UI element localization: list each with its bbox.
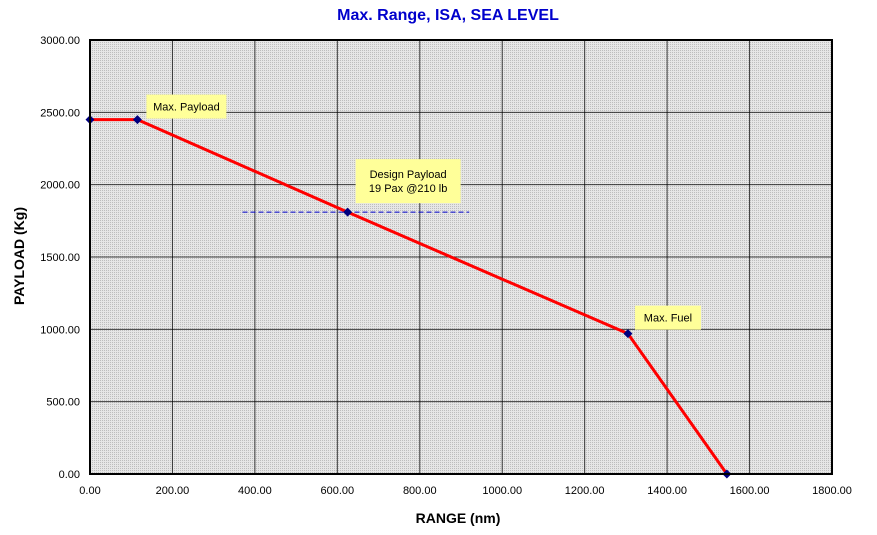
x-tick-labels: 0.00 200.00 400.00 600.00 800.00 1000.00 1200.…: [79, 485, 852, 497]
x-tick-label: 600.00: [321, 485, 355, 497]
x-tick-label: 1400.00: [647, 485, 687, 497]
x-tick-label: 1800.00: [812, 485, 852, 497]
x-tick-label: 800.00: [403, 485, 437, 497]
plot-border: [89, 39, 833, 475]
x-tick-label: 200.00: [156, 485, 190, 497]
y-tick-label: 2500.00: [40, 107, 80, 119]
x-axis-label: RANGE (nm): [416, 510, 501, 526]
annotation-box: [634, 305, 701, 330]
annotation-layer: Max. Payload Design Payload 19 Pax @210 lb…: [146, 94, 701, 330]
annotation-label: 19 Pax @210 lb: [369, 183, 447, 195]
y-axis-label: PAYLOAD (Kg): [11, 207, 27, 305]
x-tick-label: 1200.00: [565, 485, 605, 497]
y-tick-label: 0.00: [59, 469, 80, 481]
y-tick-label: 1500.00: [40, 252, 80, 264]
annotation-box: [146, 94, 227, 119]
data-point-marker: [623, 329, 633, 339]
x-tick-label: 400.00: [238, 485, 272, 497]
annotation-label: Max. Payload: [153, 102, 220, 114]
y-tick-label: 500.00: [46, 397, 80, 409]
x-tick-label: 0.00: [79, 485, 100, 497]
y-tick-label: 1000.00: [40, 324, 80, 336]
data-point-marker: [343, 207, 353, 217]
annotation-label: Max. Fuel: [644, 313, 692, 325]
y-tick-label: 2000.00: [40, 180, 80, 192]
y-tick-label: 3000.00: [40, 35, 80, 47]
x-tick-label: 1600.00: [730, 485, 770, 497]
annotation-label: Design Payload: [370, 169, 447, 181]
annotation-box: [355, 159, 461, 204]
x-tick-label: 1000.00: [482, 485, 522, 497]
y-tick-labels: 0.00 500.00 1000.00 1500.00 2000.00 2500.00 30…: [40, 35, 80, 481]
chart-title: Max. Range, ISA, SEA LEVEL: [337, 7, 559, 24]
data-point-marker: [132, 115, 142, 125]
